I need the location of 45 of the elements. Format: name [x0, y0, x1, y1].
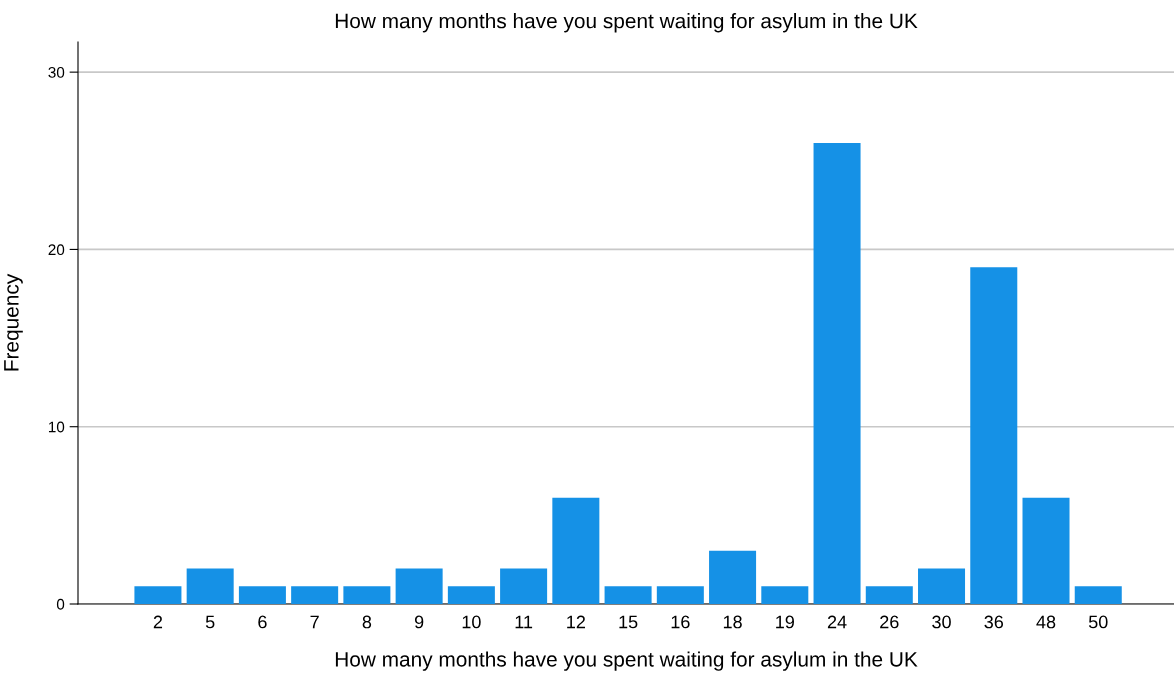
x-tick-label: 15 [619, 615, 638, 629]
bar [761, 586, 809, 604]
x-tick-label: 36 [984, 615, 1004, 629]
bar [604, 586, 652, 604]
bar [918, 568, 966, 604]
x-tick-label: 18 [723, 615, 742, 629]
x-axis-title: How many months have you spent waiting for asylum in the UK [335, 651, 918, 671]
bar [395, 568, 443, 604]
bar [1022, 497, 1070, 604]
bar [552, 497, 600, 604]
x-tick-label: 7 [310, 615, 319, 629]
x-tick-label: 2 [153, 615, 163, 629]
x-tick-label: 48 [1036, 615, 1056, 629]
bar [1074, 586, 1122, 604]
bar [186, 568, 234, 604]
bar [291, 586, 339, 604]
chart-title: How many months have you spent waiting for asylum in the UK [335, 13, 918, 33]
bar [500, 568, 548, 604]
bar [447, 586, 495, 604]
bar [238, 586, 286, 604]
bar [134, 586, 182, 604]
x-tick-label: 50 [1088, 615, 1108, 629]
y-tick-label: 20 [48, 244, 65, 256]
x-tick-label: 9 [414, 615, 424, 629]
bar [656, 586, 704, 604]
bar [709, 550, 757, 604]
bar [813, 143, 861, 604]
y-axis-title: Frequency [4, 273, 23, 371]
x-tick-label: 10 [462, 615, 481, 629]
x-tick-label: 26 [880, 615, 899, 629]
bar [865, 586, 913, 604]
x-tick-label: 30 [932, 615, 951, 629]
x-tick-label: 6 [258, 615, 267, 629]
y-tick-label: 10 [48, 421, 65, 433]
bar [343, 586, 391, 604]
x-tick-label: 24 [827, 615, 847, 629]
x-tick-label: 12 [567, 615, 585, 629]
bar [970, 267, 1018, 604]
y-tick-label: 30 [48, 67, 65, 78]
x-tick-label: 8 [362, 615, 372, 629]
x-tick-label: 5 [205, 615, 215, 629]
y-tick-label: 0 [56, 598, 65, 610]
x-tick-label: 16 [671, 615, 690, 629]
x-tick-label: 11 [515, 615, 533, 629]
x-tick-label: 19 [776, 615, 794, 629]
